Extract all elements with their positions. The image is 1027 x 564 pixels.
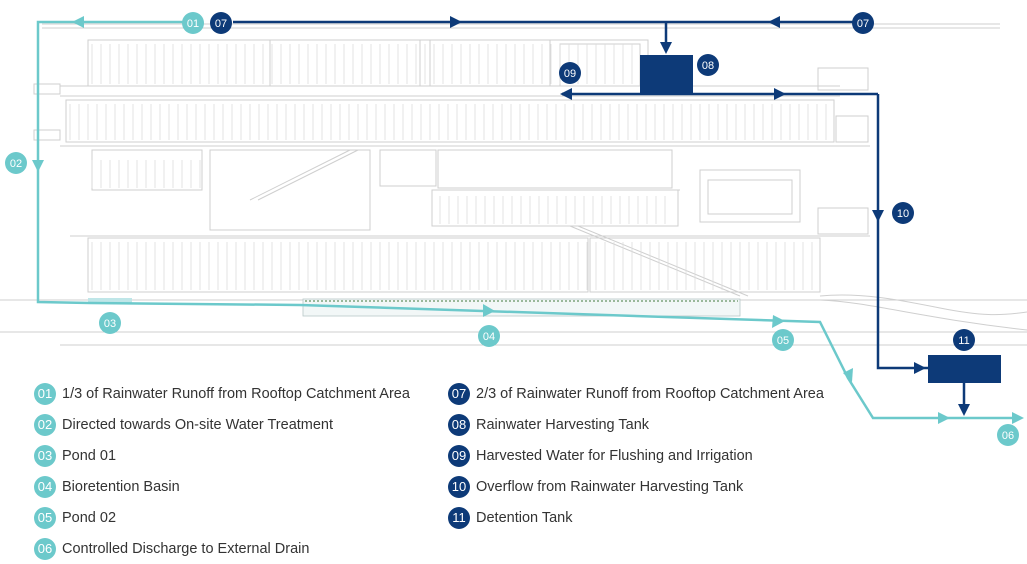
legend-text: Controlled Discharge to External Drain [62,540,310,557]
legend-badge-09: 09 [448,444,470,467]
navy-flow-path [233,20,966,412]
legend-badge-03: 03 [34,444,56,467]
detention-tank [928,355,1001,383]
marker-08: 08 [697,54,719,76]
legend-badge-04: 04 [34,475,56,498]
navy-arrowheads [450,16,970,416]
marker-09: 09 [559,62,581,84]
legend-item: 02 Directed towards On-site Water Treatm… [34,409,410,440]
rainwater-harvesting-tank [640,55,693,95]
pond-01-strip [88,298,132,304]
legend-item: 09 Harvested Water for Flushing and Irri… [448,440,824,471]
legend-badge-01: 01 [34,382,56,405]
svg-text:11: 11 [958,335,969,347]
legend-item: 10 Overflow from Rainwater Harvesting Ta… [448,471,824,502]
svg-text:03: 03 [104,318,116,330]
legend-badge-11: 11 [448,506,470,529]
legend-badge-08: 08 [448,413,470,436]
legend-text: 1/3 of Rainwater Runoff from Rooftop Cat… [62,385,410,402]
legend-badge-05: 05 [34,506,56,529]
legend-text: Directed towards On-site Water Treatment [62,416,334,433]
legend-item: 03 Pond 01 [34,440,410,471]
legend-item: 01 1/3 of Rainwater Runoff from Rooftop … [34,378,410,409]
marker-11: 11 [953,329,975,351]
legend-text: Overflow from Rainwater Harvesting Tank [476,478,744,495]
svg-text:01: 01 [187,18,199,30]
legend-item: 05 Pond 02 [34,502,410,533]
svg-text:07: 07 [215,18,227,30]
legend-item: 08 Rainwater Harvesting Tank [448,409,824,440]
svg-text:06: 06 [1002,430,1014,442]
marker-04: 04 [478,325,500,347]
legend-item: 04 Bioretention Basin [34,471,410,502]
legend-badge-02: 02 [34,413,56,436]
svg-text:08: 08 [702,60,714,72]
marker-06: 06 [997,424,1019,446]
marker-07-left: 07 [210,12,232,34]
marker-07-right: 07 [852,12,874,34]
legend-right: 07 2/3 of Rainwater Runoff from Rooftop … [448,378,824,533]
marker-02: 02 [5,152,27,174]
teal-arrowheads [32,16,1024,424]
legend-text: 2/3 of Rainwater Runoff from Rooftop Cat… [476,385,824,402]
legend-item: 06 Controlled Discharge to External Drai… [34,533,410,564]
svg-text:09: 09 [564,68,576,80]
legend-badge-10: 10 [448,475,470,498]
bioretention-basin-strip [302,298,741,317]
legend-badge-06: 06 [34,537,56,560]
legend-item: 07 2/3 of Rainwater Runoff from Rooftop … [448,378,824,409]
legend-text: Pond 01 [62,447,117,464]
legend-text: Rainwater Harvesting Tank [476,416,650,433]
legend-badge-07: 07 [448,382,470,405]
legend-item: 11 Detention Tank [448,502,824,533]
svg-text:02: 02 [10,158,22,170]
marker-01: 01 [182,12,204,34]
svg-text:07: 07 [857,18,869,30]
legend-left: 01 1/3 of Rainwater Runoff from Rooftop … [34,378,410,564]
svg-text:04: 04 [483,331,495,343]
legend-text: Harvested Water for Flushing and Irrigat… [476,447,753,464]
legend-text: Pond 02 [62,509,117,526]
legend-text: Detention Tank [476,509,573,526]
legend-text: Bioretention Basin [62,478,180,495]
marker-10: 10 [892,202,914,224]
svg-text:05: 05 [777,335,789,347]
building-elevation [0,23,1027,346]
teal-flow-path [36,20,1020,420]
svg-text:10: 10 [897,208,909,220]
building-window-lines [69,44,827,290]
marker-05: 05 [772,329,794,351]
marker-03: 03 [99,312,121,334]
